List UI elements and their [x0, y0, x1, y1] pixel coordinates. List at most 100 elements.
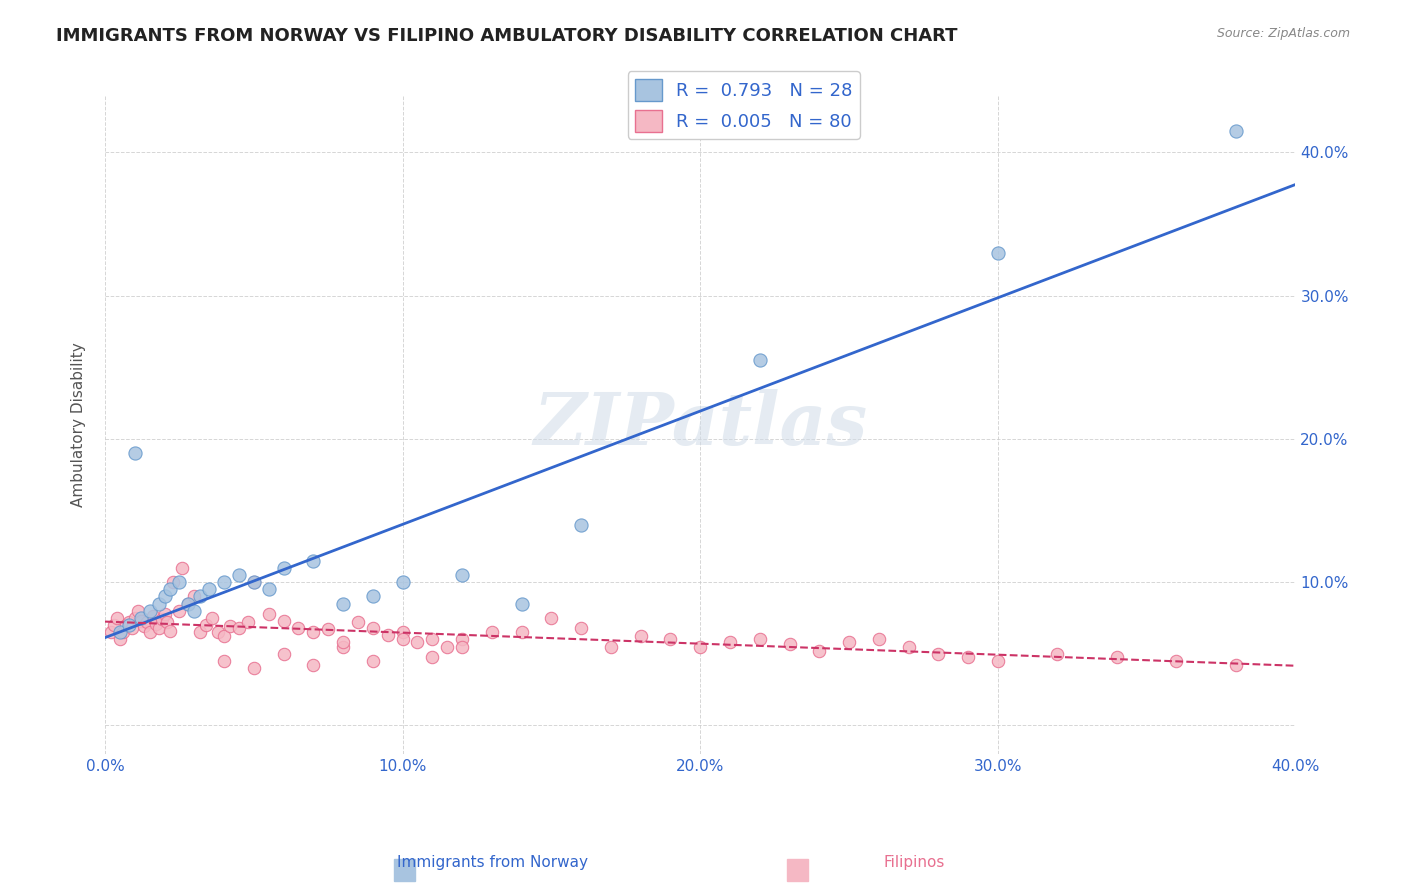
Point	[808, 644, 831, 658]
Point	[124, 611, 146, 625]
Point	[748, 353, 770, 368]
Point	[159, 582, 181, 597]
Point	[748, 632, 770, 647]
Point	[108, 632, 131, 647]
Text: ZIPatlas: ZIPatlas	[533, 389, 868, 460]
Point	[257, 582, 280, 597]
Point	[159, 624, 181, 638]
Point	[188, 625, 211, 640]
Point	[868, 632, 890, 647]
Point	[183, 590, 205, 604]
Point	[124, 446, 146, 460]
Legend: R =  0.793   N = 28, R =  0.005   N = 80: R = 0.793 N = 28, R = 0.005 N = 80	[627, 71, 860, 139]
Bar	[394, 859, 415, 881]
Point	[118, 618, 141, 632]
Point	[121, 621, 143, 635]
Point	[391, 575, 413, 590]
Point	[718, 635, 741, 649]
Point	[451, 632, 474, 647]
Point	[212, 630, 235, 644]
Point	[135, 615, 157, 629]
Point	[1105, 649, 1128, 664]
Point	[243, 661, 266, 675]
Point	[172, 560, 194, 574]
Point	[659, 632, 682, 647]
Point	[689, 640, 711, 654]
Point	[243, 575, 266, 590]
Point	[838, 635, 860, 649]
Point	[332, 640, 354, 654]
Point	[436, 640, 458, 654]
Point	[100, 625, 122, 640]
Point	[105, 611, 128, 625]
Point	[103, 618, 125, 632]
Bar	[787, 859, 808, 881]
Point	[138, 625, 160, 640]
Point	[451, 568, 474, 582]
Point	[273, 560, 295, 574]
Point	[169, 575, 191, 590]
Point	[287, 621, 309, 635]
Text: Filipinos: Filipinos	[883, 855, 945, 870]
Point	[228, 621, 250, 635]
Point	[212, 575, 235, 590]
Point	[302, 658, 325, 673]
Point	[1225, 124, 1247, 138]
Point	[481, 625, 503, 640]
Point	[316, 623, 339, 637]
Point	[569, 621, 592, 635]
Point	[219, 619, 242, 633]
Point	[156, 615, 179, 629]
Point	[177, 597, 200, 611]
Point	[391, 632, 413, 647]
Point	[148, 597, 170, 611]
Point	[153, 607, 176, 621]
Point	[1225, 658, 1247, 673]
Point	[177, 597, 200, 611]
Point	[162, 575, 184, 590]
Text: IMMIGRANTS FROM NORWAY VS FILIPINO AMBULATORY DISABILITY CORRELATION CHART: IMMIGRANTS FROM NORWAY VS FILIPINO AMBUL…	[56, 27, 957, 45]
Point	[302, 625, 325, 640]
Point	[569, 517, 592, 532]
Text: Source: ZipAtlas.com: Source: ZipAtlas.com	[1216, 27, 1350, 40]
Point	[273, 647, 295, 661]
Point	[183, 604, 205, 618]
Point	[201, 611, 224, 625]
Point	[127, 604, 149, 618]
Point	[142, 609, 165, 624]
Point	[207, 625, 229, 640]
Y-axis label: Ambulatory Disability: Ambulatory Disability	[72, 343, 86, 507]
Point	[257, 607, 280, 621]
Point	[510, 625, 533, 640]
Point	[188, 590, 211, 604]
Point	[779, 637, 801, 651]
Point	[630, 630, 652, 644]
Point	[129, 611, 152, 625]
Point	[361, 654, 384, 668]
Point	[138, 604, 160, 618]
Point	[148, 621, 170, 635]
Point	[600, 640, 623, 654]
Point	[236, 615, 259, 629]
Point	[108, 625, 131, 640]
Point	[510, 597, 533, 611]
Point	[114, 618, 136, 632]
Point	[132, 619, 155, 633]
Point	[195, 618, 218, 632]
Point	[1166, 654, 1188, 668]
Point	[422, 632, 444, 647]
Point	[150, 612, 173, 626]
Point	[153, 590, 176, 604]
Point	[361, 590, 384, 604]
Point	[198, 582, 221, 597]
Point	[302, 553, 325, 567]
Point	[332, 635, 354, 649]
Point	[273, 614, 295, 628]
Point	[377, 628, 399, 642]
Text: Immigrants from Norway: Immigrants from Norway	[396, 855, 588, 870]
Point	[391, 625, 413, 640]
Point	[957, 649, 980, 664]
Point	[347, 615, 370, 629]
Point	[145, 616, 167, 631]
Point	[129, 614, 152, 628]
